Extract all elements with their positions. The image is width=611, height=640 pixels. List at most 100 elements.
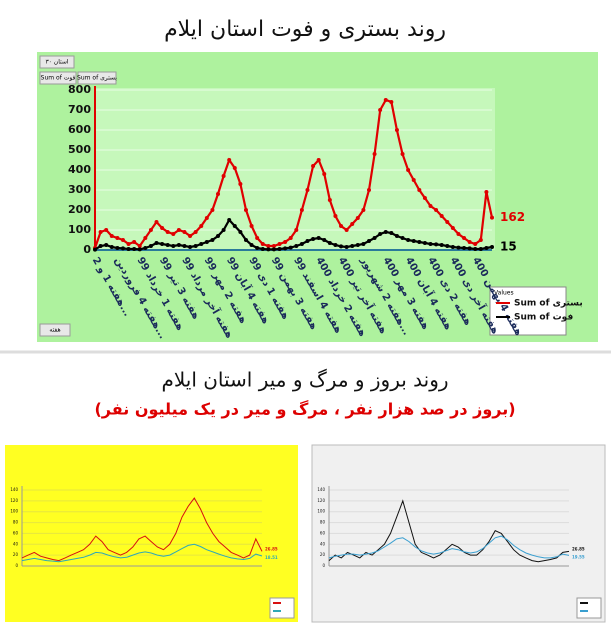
point [109, 245, 114, 249]
point [193, 230, 198, 234]
legend-label: Sum of فوت [514, 313, 573, 323]
point [266, 244, 271, 248]
point [299, 242, 304, 246]
point [400, 236, 405, 240]
y-tick-label: 100 [10, 509, 18, 514]
point [422, 241, 427, 245]
legend [576, 597, 602, 619]
filter-button[interactable] [39, 55, 75, 69]
point [255, 236, 260, 240]
point [327, 241, 332, 245]
point [232, 224, 237, 228]
y-tick-label: 600 [68, 123, 91, 136]
point [344, 245, 349, 249]
point [339, 244, 344, 249]
field-button[interactable] [39, 71, 77, 85]
point [188, 234, 193, 238]
axis-field-button[interactable] [39, 323, 71, 337]
point [227, 218, 232, 222]
point [473, 247, 478, 251]
point [165, 230, 170, 234]
point [283, 240, 288, 244]
end-label: 26.85 [265, 546, 278, 551]
point [439, 243, 444, 247]
point [411, 239, 416, 243]
point [120, 238, 125, 242]
axis-field-label: هفته [49, 327, 60, 334]
point [243, 238, 248, 242]
point [417, 240, 422, 244]
point [126, 247, 131, 251]
point [93, 247, 97, 252]
point [288, 236, 293, 240]
point [260, 247, 265, 251]
point [271, 244, 276, 248]
point [288, 245, 293, 250]
point [176, 243, 181, 247]
point [216, 234, 221, 238]
point [165, 243, 170, 247]
legend [269, 597, 295, 619]
point [182, 244, 187, 248]
field-label: Sum of بستری [77, 75, 117, 82]
point [445, 220, 450, 224]
field-button[interactable] [77, 71, 117, 85]
point [294, 244, 299, 248]
point [216, 192, 221, 196]
point [400, 152, 405, 156]
point [210, 238, 215, 242]
y-tick-label: 0 [15, 563, 18, 568]
point [422, 196, 427, 200]
point [473, 242, 478, 246]
y-tick-label: 0 [83, 243, 91, 256]
point [361, 242, 366, 246]
point [277, 247, 282, 251]
point [132, 240, 137, 244]
point [204, 240, 209, 244]
point [389, 100, 394, 104]
point [372, 236, 377, 240]
point [160, 226, 165, 230]
y-tick-label: 120 [10, 498, 18, 503]
point [148, 244, 153, 248]
y-tick-label: 80 [320, 520, 326, 525]
y-tick-label: 800 [68, 83, 91, 96]
point [406, 168, 411, 172]
point [383, 230, 388, 234]
point [227, 158, 232, 162]
point [439, 214, 444, 218]
point [333, 214, 338, 218]
point [450, 245, 455, 249]
point [490, 245, 494, 249]
point [143, 246, 148, 250]
point [394, 128, 399, 132]
point [389, 231, 394, 235]
y-tick-label: 140 [317, 487, 325, 492]
plot-bg [95, 88, 495, 250]
point [490, 215, 494, 220]
point [104, 228, 109, 232]
point [120, 246, 125, 251]
series-line [21, 543, 263, 563]
point [372, 152, 377, 156]
point [305, 188, 310, 192]
point [210, 208, 215, 212]
point [283, 246, 288, 251]
point [406, 238, 411, 242]
point [311, 164, 316, 168]
y-tick-label: 0 [322, 563, 325, 568]
point [339, 224, 344, 228]
point [394, 234, 399, 238]
point [361, 208, 366, 212]
point [305, 239, 310, 243]
point [154, 241, 159, 245]
point [366, 188, 371, 192]
point [238, 230, 243, 234]
legend-label: Sum of بستری [514, 299, 583, 309]
point [467, 246, 472, 251]
point [193, 244, 198, 248]
y-tick-label: 20 [13, 552, 19, 557]
point [255, 246, 260, 250]
y-tick-label: 700 [68, 103, 91, 116]
